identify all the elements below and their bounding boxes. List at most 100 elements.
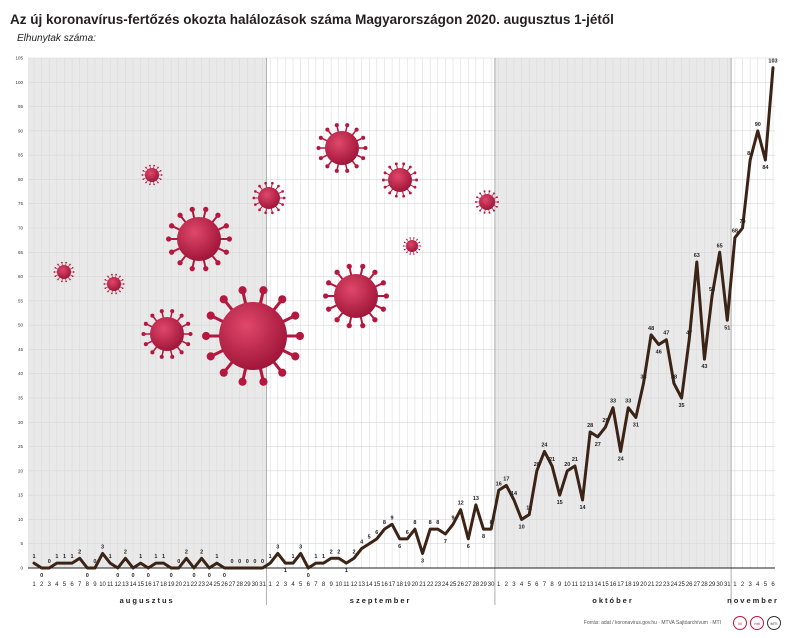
data-label: 84 <box>747 151 754 157</box>
x-tick-label: 12 <box>114 582 121 588</box>
data-point <box>299 552 302 555</box>
data-label: 2 <box>185 549 188 555</box>
x-tick-label: 13 <box>358 582 365 588</box>
x-tick-label: 25 <box>450 582 457 588</box>
data-point <box>391 523 393 526</box>
x-tick-label: 6 <box>70 582 74 588</box>
data-point <box>734 236 736 239</box>
data-label: 8 <box>413 520 416 526</box>
data-label: 47 <box>686 331 692 337</box>
data-label: 65 <box>717 243 723 249</box>
data-point <box>680 397 683 399</box>
data-point <box>726 319 729 322</box>
data-label: 0 <box>223 573 226 579</box>
x-tick-label: 31 <box>259 582 266 588</box>
x-tick-label: 26 <box>457 582 464 588</box>
data-point <box>421 552 424 555</box>
x-tick-label: 8 <box>550 582 554 588</box>
data-point <box>276 552 279 555</box>
data-point <box>48 567 51 569</box>
y-tick-label: 100 <box>15 80 23 85</box>
x-tick-label: 24 <box>442 582 449 588</box>
data-label: 47 <box>663 331 669 337</box>
x-tick-label: 4 <box>55 582 59 588</box>
data-point <box>429 528 432 531</box>
x-tick-label: 24 <box>206 582 213 588</box>
data-label: 2 <box>352 549 355 555</box>
x-tick-label: 2 <box>40 582 44 588</box>
x-tick-label: 15 <box>137 582 144 588</box>
x-tick-label: 10 <box>99 582 106 588</box>
data-point <box>596 435 599 438</box>
data-point <box>109 562 112 565</box>
data-point <box>452 523 454 526</box>
data-label: 0 <box>170 573 173 579</box>
data-label: 0 <box>93 559 96 565</box>
data-point <box>513 499 515 501</box>
data-label: 33 <box>625 399 631 405</box>
x-tick-label: 12 <box>579 582 586 588</box>
data-point <box>284 562 287 565</box>
x-tick-label: 23 <box>434 582 441 588</box>
x-tick-label: 4 <box>520 582 524 588</box>
x-tick-label: 20 <box>412 582 419 588</box>
data-label: 3 <box>299 544 302 550</box>
x-tick-label: 8 <box>86 582 90 588</box>
x-tick-label: 21 <box>183 582 190 588</box>
data-label: 56 <box>709 287 715 293</box>
data-point <box>154 562 157 565</box>
x-tick-label: 16 <box>610 582 617 588</box>
y-tick-label: 80 <box>18 177 24 182</box>
data-label: 17 <box>503 476 509 482</box>
grid-lines <box>28 57 775 605</box>
data-label: 8 <box>429 520 432 526</box>
x-tick-label: 6 <box>535 582 539 588</box>
month-band <box>266 58 495 568</box>
data-point <box>223 567 226 569</box>
x-tick-label: 7 <box>543 582 547 588</box>
data-label: 90 <box>755 122 761 128</box>
data-label: 38 <box>671 374 677 380</box>
data-label: 31 <box>633 422 639 428</box>
data-label: 0 <box>261 559 264 565</box>
x-tick-label: 20 <box>175 582 182 588</box>
x-tick-label: 15 <box>602 582 609 588</box>
data-label: 5 <box>368 535 371 541</box>
data-label: 0 <box>246 559 249 565</box>
x-tick-label: 30 <box>488 582 495 588</box>
y-tick-label: 85 <box>18 153 24 158</box>
data-point <box>718 251 721 254</box>
data-point <box>33 562 35 565</box>
data-label: 0 <box>147 573 150 579</box>
data-label: 7 <box>444 539 447 545</box>
x-tick-label: 23 <box>198 582 205 588</box>
data-point <box>124 557 127 560</box>
data-label: 35 <box>679 403 685 409</box>
data-point <box>261 567 264 569</box>
data-label: 3 <box>101 544 104 550</box>
data-label: 12 <box>458 501 464 507</box>
data-label: 9 <box>391 515 394 521</box>
data-label: 20 <box>534 462 540 468</box>
x-tick-label: 7 <box>78 582 82 588</box>
data-point <box>566 469 569 472</box>
data-point <box>467 537 470 540</box>
data-point <box>459 508 462 511</box>
x-tick-label: 18 <box>396 582 403 588</box>
data-label: 1 <box>71 554 74 560</box>
x-tick-label: 27 <box>229 582 236 588</box>
x-tick-label: 23 <box>663 582 670 588</box>
data-point <box>78 557 81 560</box>
data-label: 2 <box>337 549 340 555</box>
x-tick-label: 4 <box>756 582 760 588</box>
data-point <box>147 567 150 569</box>
x-tick-label: 16 <box>145 582 152 588</box>
data-point <box>353 557 355 560</box>
month-label: október <box>592 596 634 605</box>
data-point <box>589 431 592 433</box>
data-label: 8 <box>436 520 439 526</box>
data-label: 0 <box>192 573 195 579</box>
x-tick-label: 3 <box>512 582 516 588</box>
